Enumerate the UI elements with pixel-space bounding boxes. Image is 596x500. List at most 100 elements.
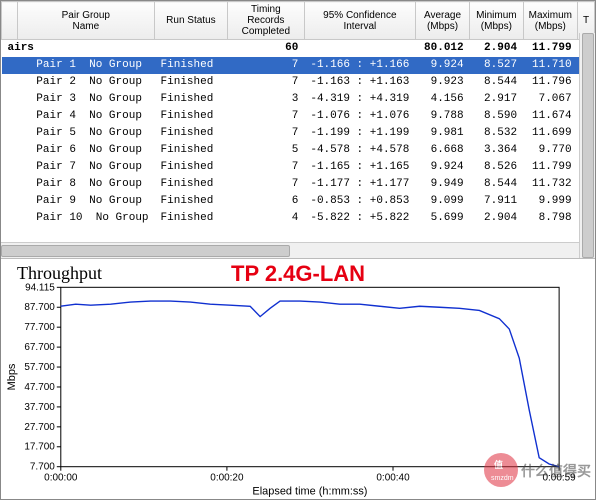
cell-max: 11.699: [523, 125, 578, 142]
summary-records: 60: [227, 40, 304, 57]
cell-min: 8.590: [470, 108, 523, 125]
svg-text:17.700: 17.700: [24, 442, 55, 453]
table-row[interactable]: Pair 2 No GroupFinished7-1.163 : +1.1639…: [2, 74, 595, 91]
cell-records: 7: [227, 176, 304, 193]
table-row[interactable]: Pair 4 No GroupFinished7-1.076 : +1.0769…: [2, 108, 595, 125]
cell-max: 11.796: [523, 74, 578, 91]
summary-avg: 80.012: [415, 40, 469, 57]
cell-status: Finished: [155, 210, 228, 227]
col-run-status[interactable]: Run Status: [155, 2, 228, 40]
svg-text:67.700: 67.700: [24, 342, 55, 353]
cell-pair: Pair 3 No Group: [17, 91, 154, 108]
cell-ci: -1.165 : +1.165: [304, 159, 415, 176]
cell-pair: Pair 9 No Group: [17, 193, 154, 210]
table-row[interactable]: Pair 5 No GroupFinished7-1.199 : +1.1999…: [2, 125, 595, 142]
cell-min: 8.544: [470, 176, 523, 193]
cell-status: Finished: [155, 159, 228, 176]
cell-min: 8.544: [470, 74, 523, 91]
table-row[interactable]: Pair 9 No GroupFinished6-0.853 : +0.8539…: [2, 193, 595, 210]
cell-max: 11.674: [523, 108, 578, 125]
cell-ci: -4.319 : +4.319: [304, 91, 415, 108]
cell-avg: 9.924: [415, 159, 469, 176]
col-timing-records[interactable]: Timing Records Completed: [227, 2, 304, 40]
cell-ci: -1.177 : +1.177: [304, 176, 415, 193]
results-table: Pair Group Name Run Status Timing Record…: [1, 1, 595, 227]
cell-pair: Pair 1 No Group: [17, 57, 154, 74]
summary-max: 11.799: [523, 40, 578, 57]
cell-pair: Pair 7 No Group: [17, 159, 154, 176]
scroll-thumb-h[interactable]: [1, 245, 290, 257]
cell-records: 7: [227, 74, 304, 91]
cell-avg: 9.788: [415, 108, 469, 125]
svg-text:77.700: 77.700: [24, 322, 55, 333]
cell-records: 4: [227, 210, 304, 227]
svg-text:Elapsed time (h:mm:ss): Elapsed time (h:mm:ss): [252, 486, 367, 498]
cell-status: Finished: [155, 176, 228, 193]
cell-status: Finished: [155, 74, 228, 91]
col-pair-group[interactable]: Pair Group Name: [17, 2, 154, 40]
cell-status: Finished: [155, 108, 228, 125]
cell-avg: 9.923: [415, 74, 469, 91]
vertical-scrollbar[interactable]: [579, 33, 595, 258]
app-window: Pair Group Name Run Status Timing Record…: [0, 0, 596, 500]
cell-avg: 9.981: [415, 125, 469, 142]
col-checkbox[interactable]: [2, 2, 18, 40]
svg-text:0:00:59: 0:00:59: [543, 473, 577, 484]
cell-max: 11.732: [523, 176, 578, 193]
col-confidence[interactable]: 95% Confidence Interval: [304, 2, 415, 40]
cell-min: 3.364: [470, 142, 523, 159]
cell-avg: 6.668: [415, 142, 469, 159]
summary-row[interactable]: airs 60 80.0122.90411.799: [2, 40, 595, 57]
cell-min: 7.911: [470, 193, 523, 210]
summary-min: 2.904: [470, 40, 523, 57]
cell-max: 7.067: [523, 91, 578, 108]
chart-svg: 94.115 87.700 77.700 67.700 57.700 47.700 37.7…: [1, 259, 595, 499]
svg-text:Mbps: Mbps: [6, 363, 18, 390]
table-row[interactable]: Pair 1 No GroupFinished7-1.166 : +1.1669…: [2, 57, 595, 74]
col-maximum[interactable]: Maximum (Mbps): [523, 2, 578, 40]
cell-pair: Pair 4 No Group: [17, 108, 154, 125]
table-row[interactable]: Pair 7 No GroupFinished7-1.165 : +1.1659…: [2, 159, 595, 176]
svg-text:27.700: 27.700: [24, 422, 55, 433]
svg-text:0:00:00: 0:00:00: [44, 473, 78, 484]
cell-status: Finished: [155, 142, 228, 159]
svg-text:94.115: 94.115: [25, 282, 55, 293]
svg-text:37.700: 37.700: [24, 402, 55, 413]
cell-max: 9.999: [523, 193, 578, 210]
summary-label: airs: [2, 40, 155, 57]
col-average[interactable]: Average (Mbps): [415, 2, 469, 40]
cell-records: 3: [227, 91, 304, 108]
cell-status: Finished: [155, 193, 228, 210]
cell-status: Finished: [155, 125, 228, 142]
table-body: airs6080.0122.90411.799 Pair 1 No GroupF…: [2, 40, 595, 227]
results-table-panel: Pair Group Name Run Status Timing Record…: [1, 1, 595, 259]
cell-records: 6: [227, 193, 304, 210]
cell-ci: -1.199 : +1.199: [304, 125, 415, 142]
table-row[interactable]: Pair 10 No GroupFinished4-5.822 : +5.822…: [2, 210, 595, 227]
cell-avg: 9.099: [415, 193, 469, 210]
table-row[interactable]: Pair 8 No GroupFinished7-1.177 : +1.1779…: [2, 176, 595, 193]
cell-max: 9.770: [523, 142, 578, 159]
cell-pair: Pair 10 No Group: [17, 210, 154, 227]
horizontal-scrollbar[interactable]: [1, 242, 579, 258]
cell-ci: -4.578 : +4.578: [304, 142, 415, 159]
svg-text:87.700: 87.700: [24, 302, 55, 313]
cell-records: 7: [227, 57, 304, 74]
cell-pair: Pair 8 No Group: [17, 176, 154, 193]
svg-text:0:00:20: 0:00:20: [210, 473, 244, 484]
cell-avg: 9.949: [415, 176, 469, 193]
cell-min: 2.904: [470, 210, 523, 227]
svg-text:47.700: 47.700: [24, 382, 55, 393]
svg-text:57.700: 57.700: [24, 362, 55, 373]
cell-status: Finished: [155, 57, 228, 74]
table-header: Pair Group Name Run Status Timing Record…: [2, 2, 595, 40]
cell-max: 11.799: [523, 159, 578, 176]
col-minimum[interactable]: Minimum (Mbps): [470, 2, 523, 40]
cell-records: 5: [227, 142, 304, 159]
scroll-thumb-v[interactable]: [582, 33, 594, 258]
table-row[interactable]: Pair 6 No GroupFinished5-4.578 : +4.5786…: [2, 142, 595, 159]
cell-avg: 9.924: [415, 57, 469, 74]
cell-ci: -1.163 : +1.163: [304, 74, 415, 91]
cell-max: 8.798: [523, 210, 578, 227]
table-row[interactable]: Pair 3 No GroupFinished3-4.319 : +4.3194…: [2, 91, 595, 108]
